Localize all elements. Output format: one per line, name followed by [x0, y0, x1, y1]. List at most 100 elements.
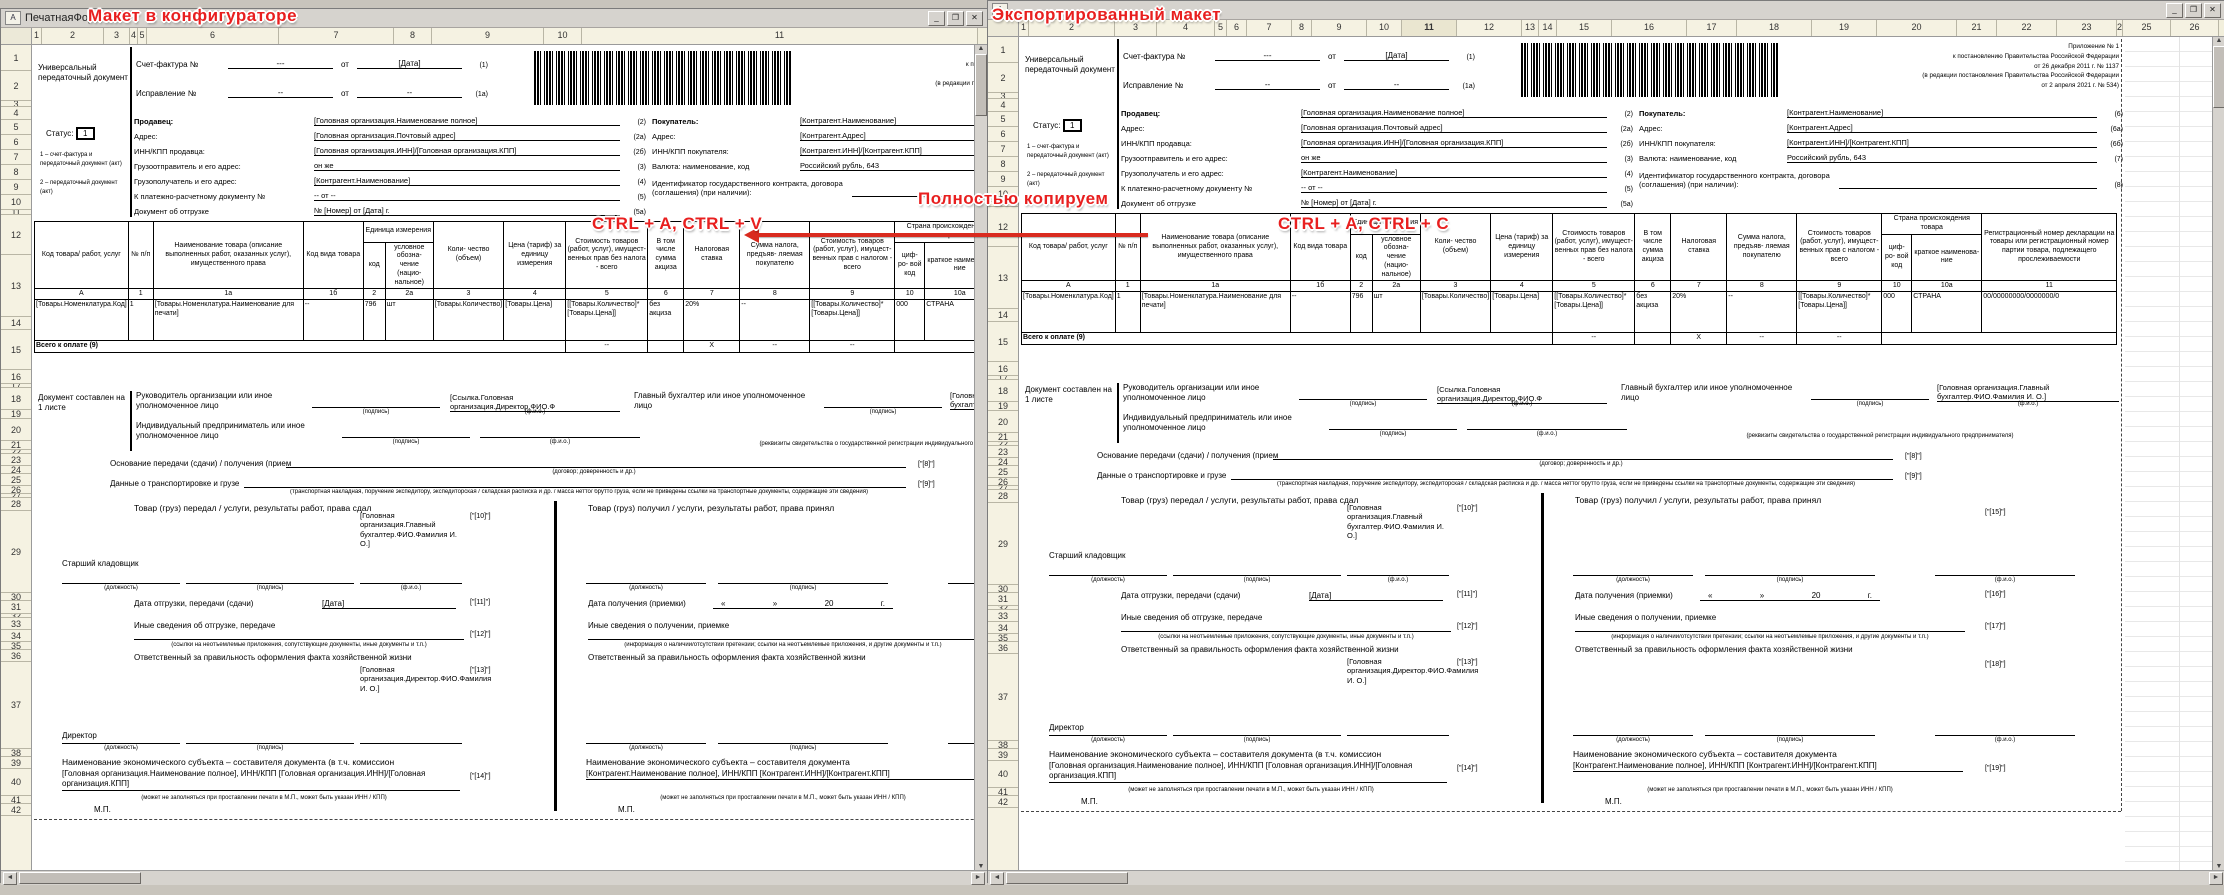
scroll-up-icon[interactable]: ▲	[977, 45, 985, 52]
row-header-cell[interactable]: 9	[1, 180, 31, 195]
scroll-left-icon[interactable]: ◄	[990, 871, 1004, 885]
signature-line[interactable]	[824, 407, 942, 408]
table-cell[interactable]: Налоговая ставка	[1670, 212, 1728, 282]
horizontal-scrollbar[interactable]: ◄ ►	[988, 870, 2224, 885]
column-header-cell[interactable]: 8	[394, 28, 432, 44]
row-header-cell[interactable]: 10	[988, 187, 1018, 202]
column-header-cell[interactable]: 6	[1227, 20, 1247, 36]
row-header-cell[interactable]: 12	[988, 207, 1018, 247]
row-header-cell[interactable]: 5	[988, 112, 1018, 127]
party-row[interactable]: Документ об отгрузке № [Номер] от [Дата] …	[1121, 193, 1633, 208]
row-header-cell[interactable]: 29	[988, 503, 1018, 585]
row-header-cell[interactable]: 16	[988, 362, 1018, 376]
table-cell[interactable]	[1881, 332, 2118, 345]
table-cell[interactable]: циф- ро- вой код	[1881, 233, 1913, 282]
row-header-cell[interactable]: 42	[988, 796, 1018, 808]
scroll-down-icon[interactable]: ▼	[2215, 863, 2223, 870]
table-cell[interactable]: Единица измерения	[362, 221, 434, 243]
party-row[interactable]: К платежно-расчетному документу № -- от -…	[1121, 178, 1633, 193]
table-cell[interactable]: 10	[1881, 280, 1913, 293]
signature-line[interactable]	[1173, 735, 1341, 736]
column-header-cell[interactable]: 5	[138, 28, 147, 44]
row-header-cell[interactable]: 35	[988, 634, 1018, 642]
party-row[interactable]: Грузоотправитель и его адрес: он же (3)	[134, 156, 646, 171]
column-header-cell[interactable]: 8	[1292, 20, 1312, 36]
row-header-cell[interactable]: 22	[988, 442, 1018, 446]
row-header-cell[interactable]: 3	[988, 93, 1018, 99]
position-line[interactable]	[586, 583, 706, 584]
status-value-cell[interactable]: 1	[1062, 119, 1082, 132]
column-header-cell[interactable]: 11	[582, 28, 978, 44]
table-cell[interactable]: Стоимость товаров (работ, услуг), имущес…	[1552, 212, 1636, 282]
table-cell[interactable]: Коли- чество (объем)	[432, 220, 505, 290]
table-cell[interactable]: В том числе сумма акциза	[647, 220, 685, 290]
signature-line[interactable]	[342, 437, 470, 438]
table-cell[interactable]: Всего к оплате (9)	[33, 340, 567, 353]
row-header-cell[interactable]: 4	[1, 107, 31, 120]
table-cell[interactable]: 7	[683, 288, 741, 301]
table-cell[interactable]: Стоимость товаров (работ, услуг), имущес…	[809, 220, 896, 290]
receive-date-line[interactable]: « » 20 г.	[1700, 591, 1880, 601]
table-cell[interactable]: 2а	[384, 288, 434, 301]
party-row[interactable]: ИНН/КПП продавца: [Головная организация.И…	[134, 141, 646, 156]
row-header-cell[interactable]: 16	[1, 370, 31, 384]
table-cell[interactable]: Стоимость товаров (работ, услуг), имущес…	[1796, 212, 1883, 282]
signature-line[interactable]	[718, 583, 888, 584]
party-row[interactable]: Идентификатор государственного контракта…	[1639, 163, 2123, 189]
row-header-cell[interactable]: 34	[988, 622, 1018, 634]
table-cell[interactable]: 9	[1796, 280, 1883, 293]
table-cell[interactable]: --	[1552, 332, 1636, 345]
table-cell[interactable]: [Товары.Номенклатура.Наименование для пе…	[152, 299, 304, 342]
row-header-cell[interactable]: 40	[1, 769, 31, 796]
horizontal-scrollbar[interactable]: ◄ ►	[1, 870, 987, 885]
table-cell[interactable]: Код товара/ работ, услуг	[1021, 212, 1116, 282]
row-header-cell[interactable]: 23	[988, 446, 1018, 458]
row-header-cell[interactable]: 24	[1, 466, 31, 474]
ship-date-value[interactable]: [Дата]	[1309, 591, 1443, 601]
column-header-cell[interactable]: 13	[1522, 20, 1539, 36]
row-header-cell[interactable]: 30	[988, 585, 1018, 593]
row-header-cell[interactable]: 33	[988, 610, 1018, 622]
table-cell[interactable]: [[Товары.Количество]*[Товары.Цена]]	[565, 299, 649, 342]
row-header-cell[interactable]: 37	[988, 654, 1018, 741]
table-cell[interactable]: [Товары.Цена]	[503, 299, 567, 342]
table-cell[interactable]: СТРАНА	[1911, 291, 1983, 334]
goods-table[interactable]: Код товара/ работ, услуг № п/п Наименовани…	[1020, 212, 2118, 345]
fio-line[interactable]	[1347, 735, 1449, 736]
party-row[interactable]: Грузоотправитель и его адрес: он же (3)	[1121, 148, 1633, 163]
row-header-cell[interactable]: 42	[1, 804, 31, 816]
table-cell[interactable]: X	[1670, 332, 1728, 345]
table-cell[interactable]: 796	[1349, 291, 1373, 334]
select-all-corner[interactable]	[988, 20, 1019, 36]
column-header-cell[interactable]: 12	[1457, 20, 1522, 36]
table-cell[interactable]: Стоимость товаров (работ, услуг), имущес…	[565, 220, 649, 290]
table-cell[interactable]: краткое наименова- ние	[924, 241, 974, 290]
table-cell[interactable]: 4	[1490, 280, 1554, 293]
vertical-scrollbar[interactable]: ▲ ▼	[2212, 37, 2224, 870]
party-row[interactable]: Грузополучатель и его адрес: [Контрагент.…	[134, 171, 646, 186]
position-line[interactable]	[1573, 735, 1693, 736]
party-row[interactable]: Валюта: наименование, код Российский рубл…	[652, 156, 974, 171]
party-row[interactable]: Адрес: [Контрагент.Адрес] (6а)	[1639, 118, 2123, 133]
table-cell[interactable]: циф- ро- вой код	[894, 241, 926, 290]
party-row[interactable]: Продавец: [Головная организация.Наименова…	[1121, 103, 1633, 118]
table-cell[interactable]: --	[809, 340, 896, 353]
scroll-left-icon[interactable]: ◄	[3, 871, 17, 885]
signature-line[interactable]	[186, 583, 354, 584]
head-fio-value[interactable]: [Ссылка.Головная организация.Директор.ФИ…	[450, 393, 620, 412]
table-cell[interactable]: [[Товары.Количество]*[Товары.Цена]]	[809, 299, 896, 342]
table-cell[interactable]: 6	[1634, 280, 1672, 293]
row-header-cell[interactable]: 35	[1, 642, 31, 650]
table-cell[interactable]: [Товары.Номенклатура.Код]	[34, 299, 129, 342]
table-cell[interactable]: 1	[127, 288, 154, 301]
table-cell[interactable]: [[Товары.Количество]*[Товары.Цена]]	[1552, 291, 1636, 334]
position-line[interactable]	[1049, 735, 1167, 736]
party-row[interactable]: Продавец: [Головная организация.Наименова…	[134, 111, 646, 126]
column-header-cell[interactable]: 2	[42, 28, 104, 44]
table-cell[interactable]: 796	[362, 299, 386, 342]
row-header-cell[interactable]: 4	[988, 99, 1018, 112]
party-row[interactable]: Адрес: [Головная организация.Почтовый адр…	[134, 126, 646, 141]
table-cell[interactable]: № п/п	[127, 220, 154, 290]
row-header-cell[interactable]: 22	[1, 450, 31, 454]
table-cell[interactable]: 20%	[683, 299, 741, 342]
